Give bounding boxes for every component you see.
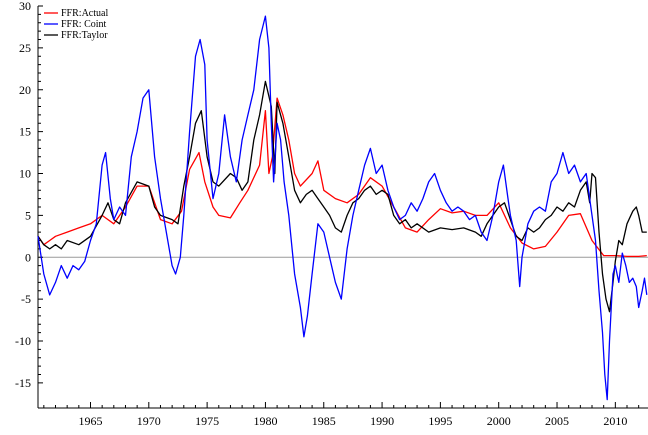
axes: -15 -10 -5 0 5 10 15 20 25 30 1965 1970 1975 1980 1985… (15, 0, 648, 428)
y-tick-label: 15 (19, 125, 31, 139)
x-tick-label: 2005 (545, 414, 569, 428)
y-tick-label: 30 (19, 0, 31, 13)
y-tick-label: 5 (25, 208, 31, 222)
y-tick-label: -10 (15, 334, 31, 348)
y-tick-label: -15 (15, 376, 31, 390)
x-tick-label: 1970 (137, 414, 161, 428)
series-line-ffr-actual (37, 97, 647, 258)
y-tick-label: 0 (25, 250, 31, 264)
y-tick-label: 10 (19, 167, 31, 181)
legend-label: FFR: Coint (61, 19, 107, 30)
y-tick-label: 20 (19, 83, 31, 97)
legend-label: FFR:Actual (61, 8, 108, 19)
x-tick-label: 2010 (603, 414, 627, 428)
x-tick-label: 1985 (312, 414, 336, 428)
legend-label: FFR:Taylor (61, 30, 108, 41)
x-tick-label: 1980 (253, 414, 277, 428)
x-tick-label: 1995 (428, 414, 452, 428)
series-layer (37, 15, 648, 401)
x-tick-label: 1990 (370, 414, 394, 428)
y-tick-label: -5 (21, 292, 31, 306)
x-tick-label: 2000 (487, 414, 511, 428)
x-tick-label: 1975 (195, 414, 219, 428)
x-tick-label: 1965 (78, 414, 102, 428)
series-line-ffr-coint (37, 15, 648, 401)
series-line-ffr-taylor (37, 80, 647, 313)
y-tick-label: 25 (19, 41, 31, 55)
